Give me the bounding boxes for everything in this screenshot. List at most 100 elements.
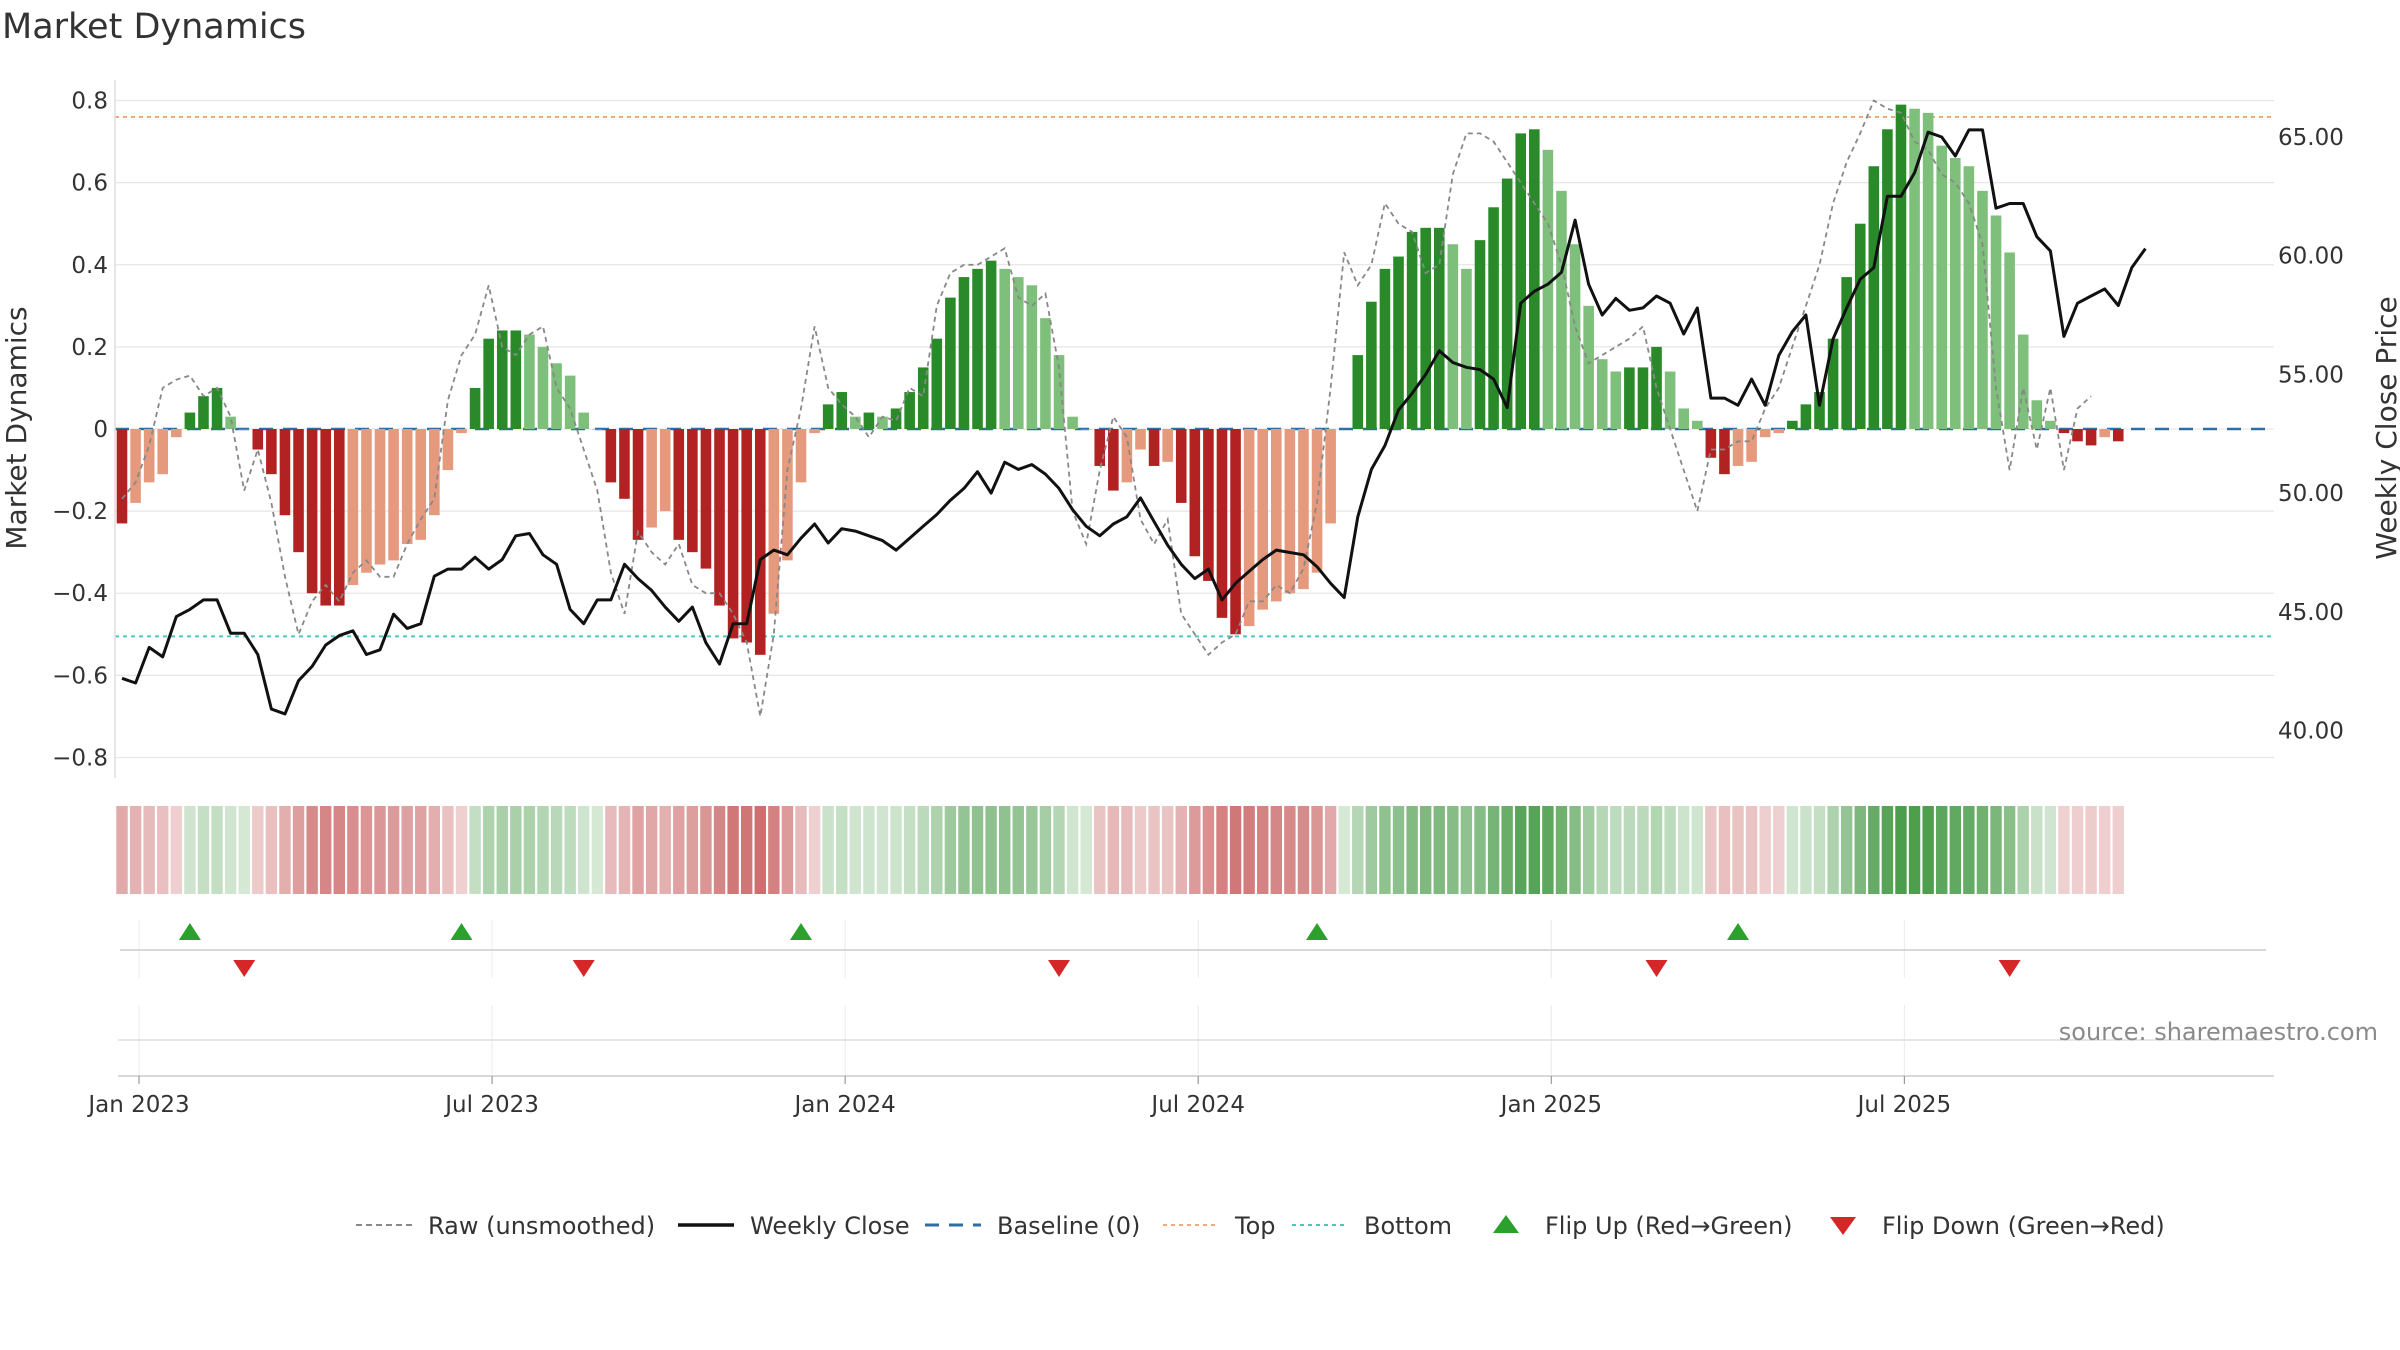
regime-cell [1936, 806, 1948, 894]
regime-cell [849, 806, 862, 894]
flip-down-marker [572, 960, 595, 977]
regime-cell [876, 806, 889, 894]
regime-cell [754, 806, 766, 894]
regime-cell [1189, 806, 1201, 894]
regime-cell [482, 806, 495, 894]
momentum-bar [1230, 429, 1241, 635]
momentum-bar [1515, 133, 1527, 429]
regime-cell [1976, 806, 1989, 894]
momentum-bar [822, 404, 834, 429]
regime-cell [1419, 806, 1432, 894]
regime-cell [564, 806, 576, 894]
momentum-bar [1012, 277, 1024, 429]
flip-up-marker [1306, 923, 1329, 940]
momentum-bar [1366, 301, 1377, 429]
y-tick-label: −0.8 [52, 745, 108, 771]
regime-cell [1216, 806, 1228, 894]
regime-cell [550, 806, 563, 894]
momentum-bar [1325, 429, 1336, 524]
regime-cell [1039, 806, 1052, 894]
momentum-bar [836, 392, 848, 429]
regime-cell [510, 806, 522, 894]
momentum-bar [1148, 429, 1160, 466]
price-line [121, 128, 2147, 716]
regime-cell [347, 806, 359, 894]
regime-cell [1175, 806, 1187, 894]
regime-cell [1080, 806, 1092, 894]
momentum-bar [1814, 392, 1825, 429]
momentum-bar [157, 429, 169, 475]
legend-swatch-flip-down [1830, 1217, 1856, 1235]
regime-cell [1854, 806, 1866, 894]
regime-cell [1338, 806, 1350, 894]
y-axis-label: Market Dynamics [0, 306, 33, 549]
regime-cell [836, 806, 848, 894]
regime-cell [632, 806, 644, 894]
momentum-bar [211, 387, 223, 429]
momentum-bar [632, 429, 644, 540]
regime-cell [1501, 806, 1513, 894]
momentum-bar [1895, 104, 1907, 430]
regime-cell [1229, 806, 1242, 894]
y-tick-label: −0.6 [52, 663, 108, 689]
regime-cell [1596, 806, 1608, 894]
momentum-bar [958, 277, 970, 429]
regime-cell [2003, 806, 2016, 894]
momentum-bar [1447, 244, 1459, 429]
x-tick-label: Jan 2025 [1499, 1092, 1602, 1118]
momentum-bar [1026, 285, 1038, 429]
regime-cell [211, 806, 223, 894]
regime-cell [1406, 806, 1418, 894]
momentum-bar [700, 429, 712, 569]
y-tick-label: 0.6 [71, 171, 108, 197]
momentum-bar [551, 363, 562, 429]
momentum-bar [279, 429, 291, 516]
momentum-bar [1800, 404, 1812, 429]
regime-cell [1487, 806, 1500, 894]
regime-cell [238, 806, 250, 894]
regime-strip [116, 806, 2124, 894]
momentum-bar [483, 338, 494, 429]
regime-cell [1148, 806, 1160, 894]
momentum-bar [1963, 166, 1975, 430]
legend-label: Raw (unsmoothed) [428, 1212, 655, 1240]
regime-cell [1012, 806, 1024, 894]
momentum-bar [238, 429, 250, 430]
momentum-bar [768, 429, 780, 614]
momentum-bar [1936, 145, 1948, 429]
regime-cell [2098, 806, 2111, 894]
regime-cell [1555, 806, 1568, 894]
momentum-bar [850, 416, 861, 429]
flip-up-marker [1727, 923, 1750, 940]
x-tick-label: Jul 2023 [443, 1092, 539, 1118]
legend-item: Weekly Close [678, 1212, 910, 1240]
regime-cell [1773, 806, 1785, 894]
regime-cell [822, 806, 834, 894]
regime-cell [1610, 806, 1622, 894]
regime-cell [265, 806, 278, 894]
momentum-bar [931, 338, 943, 429]
y2-tick-label: 65.00 [2278, 125, 2344, 151]
momentum-bar [1406, 231, 1418, 429]
regime-cell [197, 806, 210, 894]
momentum-bar [1990, 215, 2002, 429]
regime-cell [1908, 806, 1921, 894]
regime-cell [808, 806, 821, 894]
momentum-bar [1651, 346, 1662, 429]
momentum-bar [1542, 149, 1554, 430]
regime-cell [1121, 806, 1133, 894]
regime-cell [129, 806, 142, 894]
regime-cell [1949, 806, 1962, 894]
regime-cell [1881, 806, 1894, 894]
momentum-bar [1271, 429, 1282, 602]
regime-cell [1161, 806, 1174, 894]
regime-cell [387, 806, 400, 894]
momentum-bar [1352, 355, 1364, 429]
regime-cell [673, 806, 685, 894]
regime-cell [1868, 806, 1880, 894]
momentum-bar [496, 330, 508, 429]
regime-cell [1352, 806, 1364, 894]
regime-cell [1379, 806, 1391, 894]
momentum-bar [945, 297, 956, 429]
y-tick-label: −0.4 [52, 581, 108, 607]
